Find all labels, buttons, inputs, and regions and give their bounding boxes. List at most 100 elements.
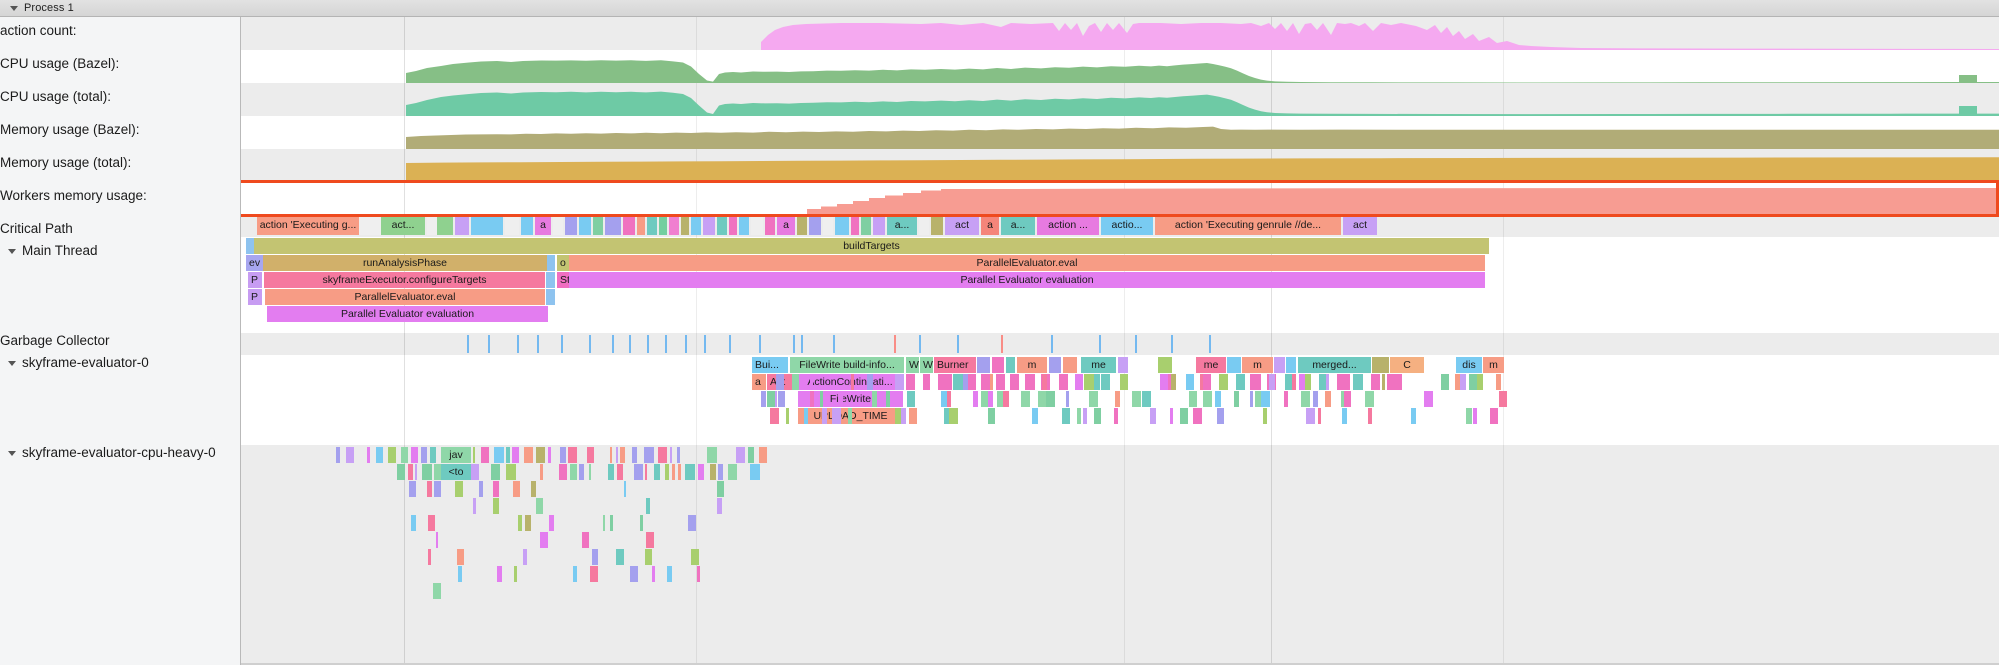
skyframe-micro-slice[interactable] [1062, 408, 1070, 424]
skyframe-slice[interactable] [1158, 357, 1172, 373]
gc-event-mark[interactable] [729, 335, 731, 353]
skyframe-micro-slice[interactable] [804, 408, 808, 424]
gc-event-mark[interactable] [1051, 335, 1053, 353]
triangle-down-icon[interactable] [10, 6, 18, 11]
gc-event-mark[interactable] [467, 335, 469, 353]
skyframe-evaluator-cpu-heavy-0-rows[interactable]: jav <to [241, 445, 1999, 663]
cpu-heavy-micro-slice[interactable] [531, 481, 536, 497]
skyframe-micro-slice[interactable] [963, 374, 968, 390]
cpu-heavy-micro-slice[interactable] [610, 515, 613, 531]
critical-path-slice[interactable] [765, 216, 775, 235]
cpu-heavy-micro-slice[interactable] [677, 447, 680, 463]
critical-path-slice[interactable] [931, 216, 943, 235]
cpu-heavy-micro-slice[interactable] [632, 447, 637, 463]
cpu-heavy-micro-slice[interactable] [748, 447, 754, 463]
cpu-heavy-micro-slice[interactable] [346, 447, 354, 463]
cpu-heavy-slice[interactable]: jav [441, 447, 471, 463]
skyframe-micro-slice[interactable] [1342, 408, 1347, 424]
main-thread-slice[interactable]: skyframeExecutor.configureTargets [264, 272, 545, 288]
track-label-critical-path[interactable]: Critical Path [0, 221, 73, 236]
skyframe-slice[interactable] [981, 391, 990, 407]
cpu-heavy-micro-slice[interactable] [652, 566, 655, 582]
critical-path-slice[interactable]: a... [887, 216, 917, 235]
skyframe-slice[interactable]: m [1483, 357, 1504, 373]
cpu-heavy-micro-slice[interactable] [388, 447, 396, 463]
skyframe-slice[interactable] [953, 374, 964, 390]
skyframe-slice[interactable] [977, 357, 990, 373]
main-thread-slice[interactable]: ev [246, 255, 263, 271]
critical-path-slice[interactable] [359, 216, 381, 235]
skyframe-slice[interactable]: Burner [934, 357, 976, 373]
skyframe-micro-slice[interactable] [1344, 391, 1351, 407]
cpu-heavy-micro-slice[interactable] [568, 447, 577, 463]
skyframe-micro-slice[interactable] [1469, 374, 1478, 390]
critical-path-slice[interactable] [647, 216, 657, 235]
critical-path-slice[interactable]: action 'Executing genrule //de... [1155, 216, 1341, 235]
skyframe-micro-slice[interactable] [1217, 408, 1224, 424]
track-label-action-count[interactable]: action count: [0, 23, 77, 38]
skyframe-micro-slice[interactable] [1075, 374, 1083, 390]
skyframe-slice[interactable] [1353, 374, 1363, 390]
cpu-heavy-micro-slice[interactable] [513, 481, 520, 497]
cpu-heavy-micro-slice[interactable] [458, 566, 462, 582]
skyframe-micro-slice[interactable] [1250, 374, 1254, 390]
cpu-heavy-micro-slice[interactable] [525, 515, 531, 531]
cpu-heavy-micro-slice[interactable] [736, 447, 745, 463]
skyframe-micro-slice[interactable] [886, 391, 890, 407]
critical-path-slice[interactable]: act [945, 216, 979, 235]
skyframe-slice[interactable] [1101, 374, 1110, 390]
cpu-heavy-micro-slice[interactable] [603, 515, 605, 531]
skyframe-micro-slice[interactable] [895, 374, 904, 390]
skyframe-micro-slice[interactable] [1066, 391, 1069, 407]
critical-path-row[interactable]: action 'Executing g... act... a a a... act a a.… [241, 216, 1999, 236]
cpu-heavy-micro-slice[interactable] [479, 481, 483, 497]
cpu-heavy-micro-slice[interactable] [434, 464, 443, 480]
skyframe-slice[interactable] [938, 374, 948, 390]
skyframe-slice[interactable] [1227, 357, 1241, 373]
cpu-heavy-micro-slice[interactable] [422, 464, 432, 480]
skyframe-slice[interactable] [907, 391, 915, 407]
cpu-heavy-micro-slice[interactable] [518, 515, 522, 531]
skyframe-slice[interactable] [1319, 374, 1328, 390]
cpu-heavy-micro-slice[interactable] [667, 566, 672, 582]
cpu-heavy-micro-slice[interactable] [570, 464, 577, 480]
gc-event-mark[interactable] [612, 335, 614, 353]
gc-event-mark[interactable] [629, 335, 631, 353]
cpu-heavy-micro-slice[interactable] [688, 515, 696, 531]
gc-event-mark[interactable] [1171, 335, 1173, 353]
skyframe-micro-slice[interactable] [872, 391, 877, 407]
skyframe-micro-slice[interactable] [776, 374, 784, 390]
critical-path-slice[interactable] [579, 216, 591, 235]
skyframe-micro-slice[interactable] [1368, 408, 1372, 424]
cpu-heavy-micro-slice[interactable] [617, 464, 623, 480]
gc-event-mark[interactable] [517, 335, 519, 353]
skyframe-slice[interactable] [1120, 374, 1128, 390]
track-label-main-thread[interactable]: Main Thread [0, 243, 240, 339]
skyframe-micro-slice[interactable] [786, 408, 789, 424]
cpu-heavy-micro-slice[interactable] [678, 464, 681, 480]
skyframe-micro-slice[interactable] [1193, 408, 1202, 424]
cpu-heavy-micro-slice[interactable] [536, 498, 543, 514]
skyframe-micro-slice[interactable] [1499, 391, 1507, 407]
critical-path-slice[interactable] [669, 216, 679, 235]
gc-event-mark[interactable] [704, 335, 706, 353]
cpu-heavy-micro-slice[interactable] [481, 447, 489, 463]
critical-path-slice[interactable] [455, 216, 469, 235]
skyframe-micro-slice[interactable] [1441, 374, 1449, 390]
skyframe-slice[interactable]: merged... [1298, 357, 1371, 373]
gc-event-mark[interactable] [793, 335, 795, 353]
main-thread-slice[interactable]: P [248, 272, 262, 288]
skyframe-slice[interactable] [1301, 374, 1311, 390]
critical-path-slice[interactable] [553, 216, 563, 235]
cpu-heavy-micro-slice[interactable] [376, 447, 383, 463]
cpu-heavy-micro-slice[interactable] [549, 515, 554, 531]
cpu-heavy-micro-slice[interactable] [624, 481, 626, 497]
skyframe-micro-slice[interactable] [1318, 408, 1321, 424]
skyframe-micro-slice[interactable] [778, 391, 785, 407]
cpu-heavy-micro-slice[interactable] [514, 566, 517, 582]
skyframe-micro-slice[interactable] [1150, 408, 1156, 424]
skyframe-micro-slice[interactable] [1180, 408, 1188, 424]
skyframe-micro-slice[interactable] [1269, 374, 1275, 390]
gc-event-mark[interactable] [537, 335, 539, 353]
skyframe-slice[interactable]: m [1242, 357, 1273, 373]
